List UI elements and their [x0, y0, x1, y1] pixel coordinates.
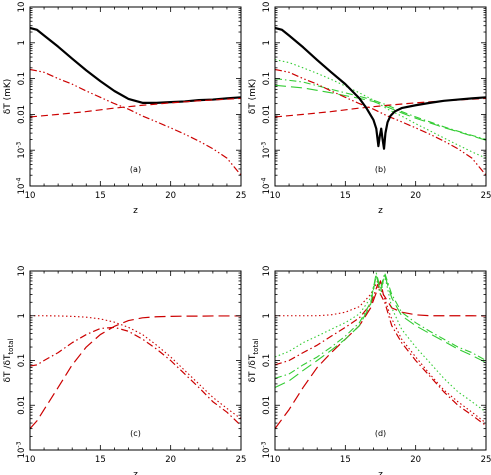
- plot-frame: [274, 6, 487, 187]
- x-tick-label: 10: [270, 455, 281, 465]
- panel-b: 10 15 20 25 10-4 10-3 0.01 0.1 1 10 (b) z δT (mK): [248, 2, 491, 216]
- series-line-2: [30, 315, 241, 430]
- x-tick-label: 15: [340, 191, 351, 201]
- x-tick-label: 25: [481, 455, 491, 465]
- y-tick-label: 10-3: [261, 142, 273, 159]
- y-tick-label: 1: [17, 40, 27, 45]
- series-line-1: [275, 78, 486, 140]
- y-tick-label: 0.01: [262, 105, 272, 124]
- series-line-2: [275, 280, 486, 430]
- x-axis-label: z: [133, 470, 138, 475]
- y-tick-label: 10-3: [16, 142, 28, 159]
- panel-c: 10 15 20 25 10-3 0.01 0.1 1 10 (c) z δT /δTtotal: [3, 266, 246, 475]
- x-tick-label: 20: [165, 455, 176, 465]
- series-line-2: [30, 68, 241, 176]
- x-tick-label: 25: [236, 455, 247, 465]
- y-tick-label: 0.01: [17, 105, 27, 124]
- series-group: [30, 315, 241, 430]
- panel-d: 10 15 20 25 10-3 0.01 0.1 1 10 (d) z δT /δTtotal: [248, 266, 491, 475]
- x-axis-label: z: [133, 206, 138, 216]
- y-axis-label: δT /δTtotal: [3, 338, 15, 382]
- series-group: [30, 26, 241, 176]
- x-tick-label: 10: [270, 191, 281, 201]
- x-tick-label: 20: [410, 455, 421, 465]
- x-tick-label: 20: [165, 191, 176, 201]
- series-line-3: [275, 274, 486, 413]
- series-line-5: [275, 26, 486, 150]
- series-group: [275, 26, 486, 176]
- x-tick-label: 15: [340, 455, 351, 465]
- x-tick-label: 10: [25, 455, 36, 465]
- y-tick-label: 10: [262, 2, 272, 13]
- y-tick-label: 10-3: [16, 441, 28, 458]
- panel-label: (c): [130, 429, 141, 438]
- y-tick-label: 0.1: [262, 72, 272, 86]
- y-tick-label: 10-3: [261, 441, 273, 458]
- y-axis-label: δT /δTtotal: [248, 338, 260, 382]
- y-tick-label: 0.01: [262, 396, 272, 415]
- x-tick-label: 25: [236, 191, 247, 201]
- y-tick-label: 10-4: [261, 177, 273, 194]
- series-line-0: [30, 315, 241, 420]
- series-line-1: [275, 283, 486, 427]
- y-axis-label: δT (mK): [248, 79, 258, 115]
- series-line-1: [30, 97, 241, 118]
- plot-frame: [29, 270, 242, 451]
- series-line-2: [275, 84, 486, 141]
- series-line-0: [275, 59, 486, 159]
- panel-label: (a): [130, 165, 141, 174]
- y-tick-label: 10: [262, 266, 272, 277]
- y-tick-label: 1: [17, 313, 27, 318]
- x-axis-label: z: [378, 206, 383, 216]
- y-tick-label: 10: [17, 2, 27, 13]
- y-tick-label: 0.1: [262, 354, 272, 368]
- y-tick-label: 10: [17, 266, 27, 277]
- y-axis-label: δT (mK): [3, 79, 13, 115]
- y-tick-label: 0.1: [17, 72, 27, 86]
- series-line-3: [275, 97, 486, 118]
- x-tick-label: 15: [95, 191, 106, 201]
- y-tick-label: 10-4: [16, 177, 28, 194]
- x-tick-label: 25: [481, 191, 491, 201]
- x-axis-label: z: [378, 470, 383, 475]
- panel-label: (d): [375, 429, 386, 438]
- series-line-4: [275, 272, 486, 379]
- plot-frame: [29, 6, 242, 187]
- plot-frame: [274, 270, 487, 451]
- panel-label: (b): [375, 165, 386, 174]
- series-group: [275, 272, 486, 430]
- panel-a: 10 15 20 25 10-4 10-3 0.01 0.1 1 10 (a) z δT (mK): [3, 2, 246, 216]
- series-line-4: [275, 68, 486, 176]
- series-line-5: [275, 274, 486, 388]
- y-tick-label: 1: [262, 40, 272, 45]
- x-tick-label: 10: [25, 191, 36, 201]
- x-tick-label: 15: [95, 455, 106, 465]
- y-tick-label: 0.01: [17, 396, 27, 415]
- x-tick-label: 20: [410, 191, 421, 201]
- series-line-1: [30, 326, 241, 427]
- y-tick-label: 0.1: [17, 354, 27, 368]
- y-tick-label: 1: [262, 313, 272, 318]
- series-line-0: [30, 26, 241, 104]
